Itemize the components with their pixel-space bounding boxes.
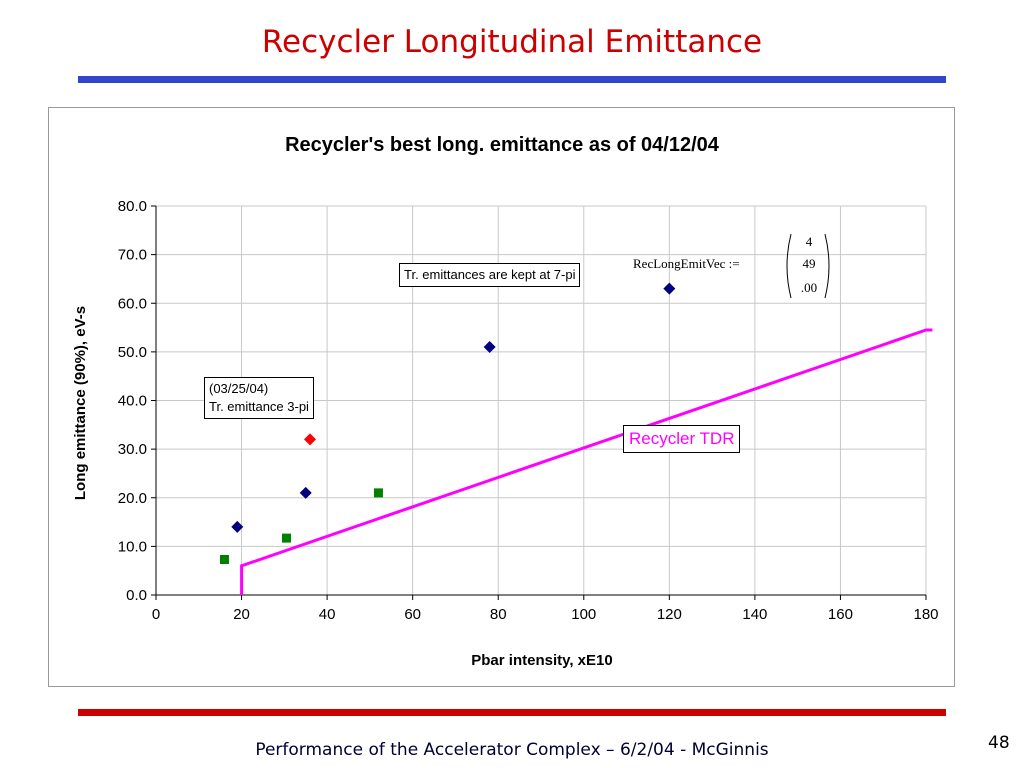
recycler-tdr-text: Recycler TDR — [629, 429, 735, 448]
data-point-square — [219, 555, 229, 565]
x-tick-label: 100 — [571, 606, 596, 623]
chart-title: Recycler's best long. emittance as of 04… — [285, 134, 720, 156]
y-tick-label: 70.0 — [118, 247, 147, 264]
annotation-3pi-text: Tr. emittance 3-pi — [209, 399, 309, 414]
y-tick-label: 10.0 — [118, 538, 147, 555]
x-tick-label: 180 — [913, 606, 938, 623]
emittance-chart: Recycler's best long. emittance as of 04… — [72, 134, 939, 669]
formula-vector-3: .00 — [801, 280, 817, 295]
x-tick-label: 140 — [742, 606, 767, 623]
data-point-diamond — [304, 433, 316, 446]
y-tick-label: 50.0 — [118, 344, 147, 361]
x-tick-label: 120 — [657, 606, 682, 623]
formula-right-bracket — [824, 233, 830, 299]
data-point-square — [373, 488, 383, 498]
x-tick-label: 40 — [319, 606, 336, 623]
recycler-tdr-label: Recycler TDR — [623, 425, 741, 453]
y-tick-label: 80.0 — [118, 198, 147, 215]
annotation-trans-emittance-3pi: (03/25/04) Tr. emittance 3-pi — [204, 377, 314, 419]
formula-label: RecLongEmitVec := — [633, 256, 740, 271]
slide-title: Recycler Longitudinal Emittance — [261, 24, 763, 60]
data-point-diamond — [299, 486, 312, 499]
formula-annotation: RecLongEmitVec := 4 49 .00 — [633, 233, 830, 299]
annotation-trans-emittance-7pi: Tr. emittances are kept at 7-pi — [399, 263, 581, 287]
data-point-diamond — [483, 341, 496, 354]
data-point-square — [281, 533, 291, 543]
y-tick-label: 30.0 — [118, 441, 147, 458]
formula-vector-1: 4 — [806, 234, 813, 249]
x-tick-label: 80 — [490, 606, 507, 623]
x-tick-label: 20 — [233, 606, 250, 623]
x-tick-label: 160 — [828, 606, 853, 623]
data-series — [219, 282, 933, 595]
annotation-date: (03/25/04) — [209, 381, 269, 396]
footer-text: Performance of the Accelerator Complex –… — [255, 740, 769, 760]
x-axis-label: Pbar intensity, xE10 — [471, 652, 612, 669]
formula-vector-2: 49 — [803, 256, 816, 271]
y-tick-label: 0.0 — [126, 587, 147, 604]
chart-frame: Recycler's best long. emittance as of 04… — [48, 107, 955, 687]
annotation-7pi-text: Tr. emittances are kept at 7-pi — [404, 267, 576, 282]
x-tick-label: 0 — [152, 606, 160, 623]
page-number: 48 — [988, 733, 1010, 753]
formula-left-bracket — [786, 233, 792, 299]
recycler-tdr-line — [240, 328, 933, 595]
y-tick-label: 20.0 — [118, 490, 147, 507]
data-point-diamond — [231, 520, 244, 533]
y-tick-label: 60.0 — [118, 295, 147, 312]
data-point-diamond — [663, 282, 676, 295]
axes: 0 20 40 60 80 100 120 140 160 180 0.0 10.0 20.0 30.0 4… — [118, 198, 939, 623]
y-tick-label: 40.0 — [118, 393, 147, 410]
x-tick-label: 60 — [404, 606, 421, 623]
top-divider — [78, 76, 946, 83]
bottom-divider — [78, 709, 946, 716]
y-axis-label: Long emittance (90%), eV-s — [72, 306, 89, 500]
grid-lines — [156, 205, 927, 595]
